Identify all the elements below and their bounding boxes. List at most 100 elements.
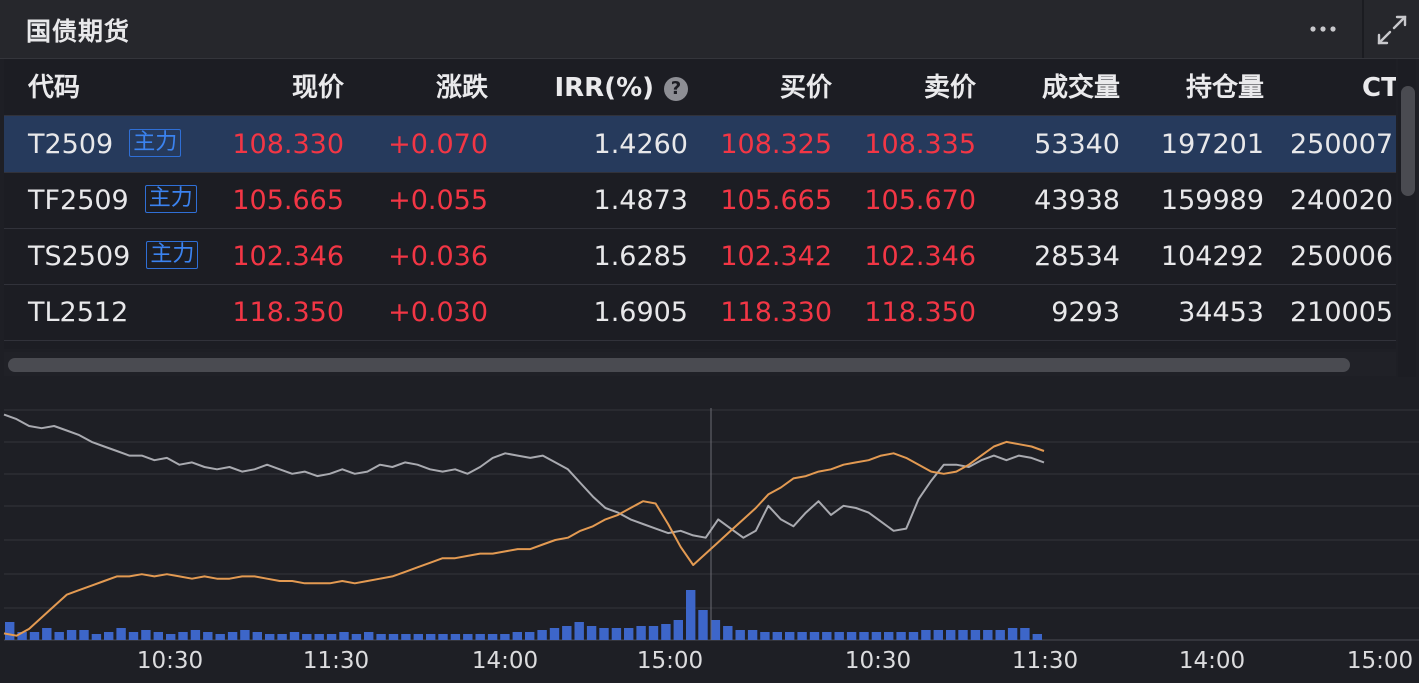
main-contract-badge: 主力 [144, 185, 197, 213]
open-interest-cell: 104292 [1160, 241, 1264, 272]
volume-bar [747, 630, 758, 640]
irr-cell: 1.4260 [593, 129, 688, 160]
volume-bar [549, 628, 560, 640]
bid-cell: 118.330 [720, 297, 832, 328]
col-header-ct[interactable]: CT [1362, 73, 1396, 103]
price-cell: 108.330 [232, 129, 344, 160]
col-header-code[interactable]: 代码 [28, 73, 81, 103]
volume-bar [364, 632, 374, 640]
volume-bar [562, 626, 572, 640]
volume-bar [351, 634, 362, 640]
col-header-price[interactable]: 现价 [291, 73, 344, 103]
bid-cell: 108.325 [720, 129, 832, 160]
col-header-change[interactable]: 涨跌 [435, 73, 488, 103]
volume-bar [525, 632, 535, 640]
row-code-cell: TS2509 主力 [28, 228, 199, 284]
bid-cell: 105.665 [720, 185, 832, 216]
volume-bar [302, 634, 312, 640]
volume-bar [809, 632, 820, 640]
volume-bar [884, 632, 894, 640]
volume-bar [983, 630, 993, 640]
main-contract-badge: 主力 [146, 241, 199, 269]
x-tick-label: 10:30 [136, 648, 204, 674]
col-header-open-interest[interactable]: 持仓量 [1185, 73, 1264, 103]
ct-cell: 250006. [1290, 241, 1396, 272]
volume-bar [17, 632, 27, 640]
ask-cell: 105.670 [864, 185, 976, 216]
volume-bar [190, 630, 201, 640]
volume-bar [289, 632, 300, 640]
x-tick-label: 14:00 [471, 648, 539, 674]
more-horizontal-icon [1310, 26, 1336, 32]
volume-bar [772, 632, 782, 640]
x-tick-label: 15:00 [636, 648, 704, 674]
volume-bar [636, 626, 646, 640]
vertical-scrollbar-thumb[interactable] [1401, 86, 1415, 196]
expand-icon [1377, 15, 1407, 45]
table-row[interactable]: TS2509 主力 102.346 +0.036 1.6285 102.342 1… [4, 228, 1396, 285]
volume-bar [500, 634, 510, 640]
volume-bar [401, 634, 411, 640]
volume-bar [29, 632, 40, 640]
volume-bar [1032, 634, 1042, 640]
volume-bar [413, 634, 423, 640]
volume-cell: 43938 [1034, 185, 1120, 216]
series-line-1 [3, 413, 1045, 539]
volume-bar [933, 630, 943, 640]
col-header-irr[interactable]: IRR(%)? [504, 59, 688, 115]
volume-cell: 28534 [1034, 241, 1120, 272]
volume-bar [116, 628, 126, 640]
change-cell: +0.030 [388, 297, 488, 328]
volume-bar [760, 632, 770, 640]
x-tick-label: 15:00 [1346, 648, 1414, 674]
volume-bar [91, 634, 102, 640]
volume-cell: 53340 [1034, 129, 1120, 160]
volume-bar [376, 634, 386, 640]
volume-bar [710, 620, 721, 640]
volume-bar [438, 634, 448, 640]
volume-bar [54, 632, 64, 640]
open-interest-cell: 159989 [1160, 185, 1264, 216]
volume-bar [475, 634, 485, 640]
intraday-chart[interactable]: 10:30 11:30 14:00 15:00 10:30 11:30 14:00 15:00 [0, 378, 1419, 683]
bid-cell: 102.342 [720, 241, 832, 272]
table-row[interactable]: TL2512 118.350 +0.030 1.6905 118.330 118… [4, 284, 1396, 341]
volume-bar [128, 632, 139, 640]
irr-cell: 1.6905 [593, 297, 688, 328]
volume-bar [203, 632, 213, 640]
volume-bar [512, 632, 522, 640]
help-icon[interactable]: ? [664, 77, 688, 101]
col-header-ask[interactable]: 卖价 [923, 73, 976, 103]
x-tick-label: 14:00 [1178, 648, 1246, 674]
price-cell: 105.665 [232, 185, 344, 216]
horizontal-scrollbar-thumb[interactable] [8, 358, 1350, 372]
ask-cell: 118.350 [864, 297, 976, 328]
volume-bar [859, 632, 869, 640]
volume-bar [599, 628, 609, 640]
volume-bars [5, 590, 1042, 640]
volume-bar [450, 634, 461, 640]
more-options-icon[interactable] [1304, 14, 1342, 44]
volume-bar [735, 630, 745, 640]
col-header-volume[interactable]: 成交量 [1041, 73, 1120, 103]
col-header-bid[interactable]: 买价 [779, 73, 832, 103]
table-row[interactable]: T2509 主力 108.330 +0.070 1.4260 108.325 10… [4, 116, 1396, 173]
main-contract-badge: 主力 [129, 129, 182, 157]
expand-button[interactable] [1374, 12, 1410, 48]
price-cell: 118.350 [232, 297, 344, 328]
irr-cell: 1.4873 [593, 185, 688, 216]
futures-table: 代码 现价 涨跌 IRR(%)? 买价 卖价 成交量 持仓量 CT T2509 主… [4, 59, 1396, 349]
x-tick-label: 10:30 [844, 648, 912, 674]
change-cell: +0.055 [388, 185, 488, 216]
volume-bar [79, 630, 89, 640]
row-code-cell: TF2509 主力 [28, 172, 197, 228]
table-row[interactable]: TF2509 主力 105.665 +0.055 1.4873 105.665 1… [4, 172, 1396, 229]
volume-bar [537, 630, 547, 640]
contract-code: TF2509 [28, 185, 129, 216]
volume-bar [426, 634, 436, 640]
change-cell: +0.070 [388, 129, 488, 160]
volume-bar [66, 630, 77, 640]
ct-cell: 250007. [1290, 129, 1396, 160]
change-cell: +0.036 [388, 241, 488, 272]
